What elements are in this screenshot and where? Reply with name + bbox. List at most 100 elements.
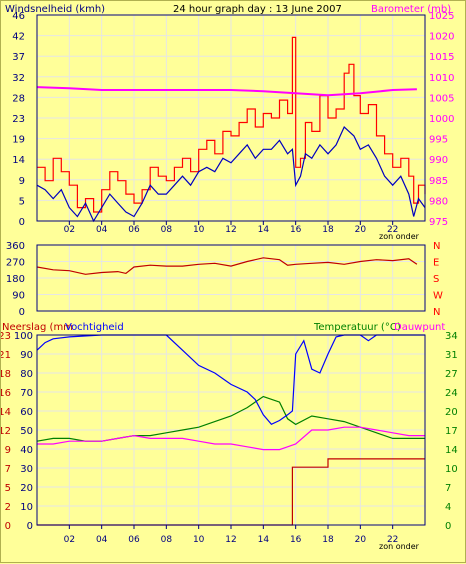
rain-y-tick-label: 9: [5, 445, 11, 456]
chart-title: 24 hour graph day : 13 June 2007: [173, 4, 342, 15]
rain-y-tick-label: 5: [5, 483, 11, 494]
direction-series: [36, 257, 418, 275]
x-tick-label: 22: [387, 535, 398, 545]
wind-y-tick-label: 46: [12, 11, 25, 22]
barometer-y-tick-label: 1025: [429, 11, 454, 22]
barometer-y-tick-label: 1000: [429, 114, 454, 125]
x-tick-label: 18: [322, 225, 334, 235]
x-tick-label: 10: [193, 535, 205, 545]
temperature-y-tick-label: 17: [445, 426, 458, 437]
direction-y-tick-label: 180: [6, 274, 25, 285]
x-tick-label: 10: [193, 225, 205, 235]
wind-y-tick-label: 23: [12, 114, 25, 125]
barometer-y-ticks: 975 980 985 990 995 1000 1005 1010 1015 1020 1025: [429, 11, 454, 228]
humidity-y-tick-label: 100: [14, 331, 33, 342]
barometer-y-tick-label: 990: [429, 155, 448, 166]
temperature-axis-title: Temperatuur (°C): [313, 322, 401, 333]
compass-label: E: [433, 258, 439, 269]
humidity-y-tick-label: 90: [20, 350, 33, 361]
humidity-y-ticks: 0 10 20 30 40 50 60 70 80 90 100: [14, 331, 33, 532]
humidity-y-tick-label: 30: [20, 464, 33, 475]
direction-y-tick-label: 360: [6, 241, 25, 252]
humidity-x-ticks: 02 04 06 08 10 12 14 16 18 20 22: [64, 525, 398, 545]
humidity-y-tick-label: 0: [27, 521, 33, 532]
rain-y-tick-label: 16: [1, 388, 11, 399]
x-tick-label: 12: [225, 535, 236, 545]
wind-y-tick-label: 14: [12, 155, 25, 166]
humidity-sunset-label: zon onder: [379, 542, 420, 551]
compass-label: S: [433, 274, 439, 285]
barometer-line: [36, 86, 417, 97]
direction-plot-frame: [36, 244, 426, 312]
x-tick-label: 08: [161, 225, 173, 235]
x-tick-label: 20: [355, 225, 367, 235]
temperature-y-tick-label: 7: [445, 483, 451, 494]
avg-wind-line: [36, 125, 426, 223]
x-tick-label: 04: [96, 535, 108, 545]
x-tick-label: 06: [128, 535, 140, 545]
humidity-y-tick-label: 60: [20, 407, 33, 418]
wind-y-tick-label: 5: [19, 196, 25, 207]
compass-label: N: [433, 241, 440, 252]
direction-line: [36, 257, 418, 275]
humidity-y-tick-label: 50: [20, 426, 33, 437]
direction-y-tick-label: 90: [12, 291, 25, 302]
temperature-y-ticks: 0 4 7 10 14 17 20 24 27 31 34: [445, 331, 458, 532]
dewpoint-axis-title: Dauwpunt: [394, 322, 445, 333]
x-tick-label: 20: [355, 535, 367, 545]
x-tick-label: 16: [290, 225, 302, 235]
humidity-y-tick-label: 70: [20, 388, 33, 399]
x-tick-label: 14: [258, 225, 270, 235]
barometer-y-tick-label: 985: [429, 176, 448, 187]
wind-grid: [37, 15, 425, 221]
rain-y-tick-label: 21: [1, 350, 11, 361]
humidity-grid: [37, 335, 425, 525]
x-tick-label: 12: [225, 225, 236, 235]
gust-line: [37, 36, 426, 213]
temperature-y-tick-label: 34: [445, 331, 458, 342]
wind-y-ticks: 0 5 9 14 19 23 28 32 37 42 46: [12, 11, 25, 228]
wind-y-tick-label: 32: [12, 73, 25, 84]
wind-series: [36, 36, 426, 223]
x-tick-label: 08: [161, 535, 173, 545]
direction-y-tick-label: 0: [19, 307, 25, 318]
direction-y-tick-label: 270: [6, 258, 25, 269]
humidity-y-tick-label: 80: [20, 369, 33, 380]
compass-label: W: [433, 291, 443, 302]
x-tick-label: 14: [258, 535, 270, 545]
barometer-y-tick-label: 1015: [429, 52, 454, 63]
barometer-axis-title: Barometer (mb): [371, 4, 451, 15]
humidity-axis-title: Vochtigheid: [65, 322, 124, 333]
temperature-y-tick-label: 27: [445, 369, 458, 380]
x-tick-label: 02: [64, 225, 75, 235]
wind-y-tick-label: 0: [19, 217, 25, 228]
barometer-y-tick-label: 975: [429, 217, 448, 228]
x-tick-label: 06: [128, 225, 140, 235]
temperature-y-tick-label: 14: [445, 445, 458, 456]
rain-y-tick-label: 12: [1, 426, 11, 437]
rain-y-tick-label: 14: [1, 407, 11, 418]
humidity-y-tick-label: 10: [20, 502, 33, 513]
compass-label: N: [433, 307, 440, 318]
temperature-y-tick-label: 10: [445, 464, 458, 475]
rain-y-tick-label: 18: [1, 369, 11, 380]
barometer-y-tick-label: 995: [429, 135, 448, 146]
rain-y-tick-label: 2: [5, 502, 11, 513]
humidity-y-tick-label: 40: [20, 445, 33, 456]
wind-y-tick-label: 42: [12, 32, 25, 43]
temperature-y-tick-label: 0: [445, 521, 451, 532]
rain-axis-title: Neerslag (mm: [2, 322, 73, 333]
rain-y-tick-label: 0: [5, 521, 11, 532]
temperature-y-tick-label: 4: [445, 502, 451, 513]
barometer-y-tick-label: 1010: [429, 73, 454, 84]
rain-y-tick-label: 23: [1, 331, 11, 342]
wind-y-tick-label: 37: [12, 52, 25, 63]
temperature-y-tick-label: 31: [445, 350, 458, 361]
x-tick-label: 18: [322, 535, 334, 545]
x-tick-label: 02: [64, 535, 75, 545]
